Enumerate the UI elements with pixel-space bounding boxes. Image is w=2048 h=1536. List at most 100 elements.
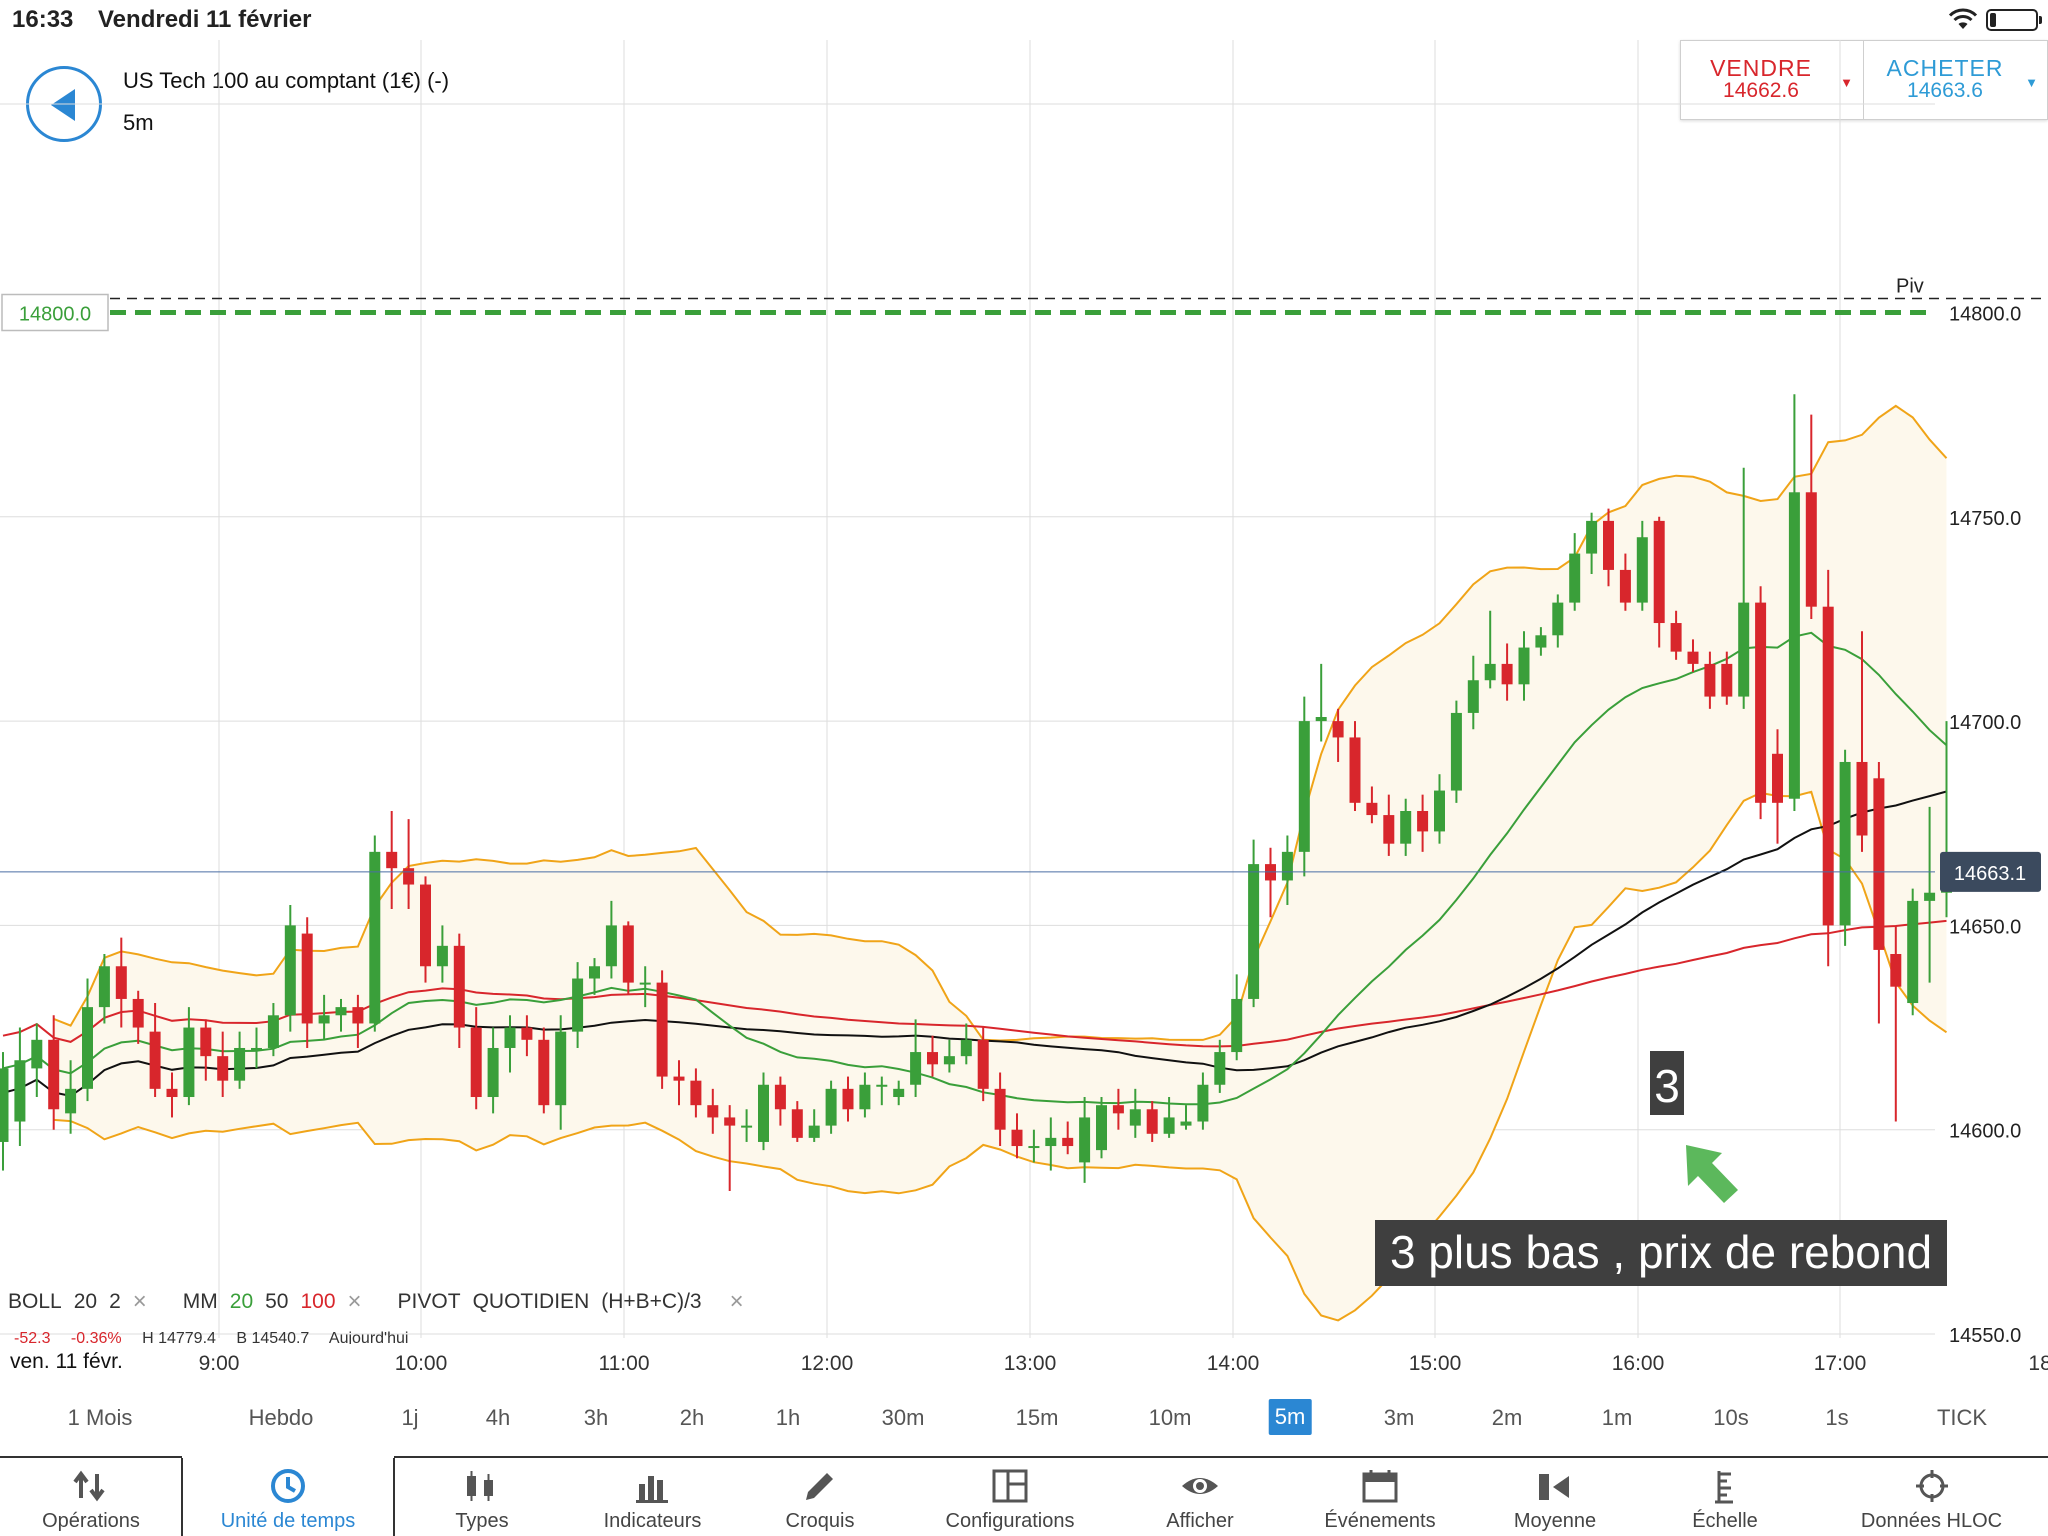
toolbar-pencil[interactable]: Croquis bbox=[735, 1458, 905, 1536]
mm50-line bbox=[2, 790, 1947, 1097]
candle bbox=[1096, 1097, 1107, 1159]
bollinger-lower bbox=[53, 790, 1948, 1322]
candle-body bbox=[318, 1015, 330, 1024]
timeframe-4h[interactable]: 4h bbox=[485, 1405, 511, 1430]
candle bbox=[1670, 610, 1682, 660]
timeframe-1m[interactable]: 1m bbox=[1601, 1405, 1633, 1430]
timeframe-15m[interactable]: 15m bbox=[1015, 1405, 1059, 1430]
annotation-label-text: 3 plus bas , prix de rebond bbox=[1390, 1226, 1932, 1278]
candle-body bbox=[1400, 810, 1412, 844]
candle-body bbox=[1129, 1109, 1141, 1126]
toolbar-scale[interactable]: Échelle bbox=[1635, 1458, 1815, 1536]
candle-body bbox=[420, 884, 431, 967]
candle-body bbox=[352, 1007, 364, 1024]
candle-body bbox=[1467, 680, 1479, 713]
timeframe-1j[interactable]: 1j bbox=[401, 1405, 419, 1430]
candle bbox=[335, 998, 347, 1032]
timeframe-bar: 1 Mois Hebdo 1j 4h 3h 2h 1h 30m 15m 10m 5m 3m 2m 1m 10… bbox=[0, 1395, 2048, 1440]
stats-high: H 14779.4 bbox=[142, 1330, 216, 1344]
candle bbox=[1366, 786, 1378, 824]
candle bbox=[403, 819, 415, 910]
candle bbox=[1062, 1121, 1074, 1155]
timeframe-2h[interactable]: 2h bbox=[679, 1405, 705, 1430]
timeframe-3h[interactable]: 3h bbox=[583, 1405, 609, 1430]
crosshair-icon bbox=[1915, 1470, 1948, 1502]
candle-body bbox=[1248, 864, 1260, 999]
candle bbox=[1755, 586, 1767, 820]
candle bbox=[301, 917, 313, 1048]
chart-date-label: ven. 11 févr. bbox=[10, 1350, 123, 1373]
candle-body bbox=[1822, 606, 1834, 926]
candle-body bbox=[335, 1007, 347, 1016]
indicator-pivot[interactable]: PIVOT QUOTIDIEN (H+B+C)/3 × bbox=[398, 1288, 756, 1316]
indicator-mm[interactable]: MM 20 50 100 × bbox=[183, 1288, 374, 1316]
candle bbox=[656, 970, 668, 1089]
timeframe-tick[interactable]: TICK bbox=[1936, 1405, 1988, 1430]
indicator-boll[interactable]: BOLL 20 2 × bbox=[8, 1288, 159, 1316]
pencil-icon bbox=[806, 1473, 833, 1500]
timeframe-2m[interactable]: 2m bbox=[1491, 1405, 1523, 1430]
candle bbox=[825, 1080, 837, 1134]
pivot-name: PIVOT bbox=[397, 1290, 461, 1313]
candle-body bbox=[893, 1088, 905, 1098]
candle-body bbox=[284, 925, 296, 1016]
timeframe-10s[interactable]: 10s bbox=[1713, 1405, 1749, 1430]
boll-close-icon[interactable]: × bbox=[132, 1288, 147, 1315]
candle bbox=[1248, 839, 1260, 1008]
status-bar: 16:33 Vendredi 11 février bbox=[0, 0, 2048, 40]
candle bbox=[234, 1031, 246, 1089]
candle bbox=[673, 1060, 685, 1106]
candle-body bbox=[521, 1027, 533, 1040]
candle-body bbox=[842, 1088, 854, 1110]
stats-pct: -0.36% bbox=[70, 1330, 122, 1344]
instrument-timeframe: 5m bbox=[123, 110, 154, 135]
candle bbox=[1788, 394, 1800, 811]
toolbar-arrows-updown[interactable]: Opérations bbox=[0, 1458, 182, 1536]
candle bbox=[1011, 1113, 1023, 1159]
toolbar-candles[interactable]: Types bbox=[394, 1458, 570, 1536]
toolbar-separator bbox=[181, 1458, 183, 1536]
pivot-period: QUOTIDIEN bbox=[472, 1290, 590, 1313]
timeframe-1s[interactable]: 1s bbox=[1825, 1405, 1849, 1430]
candle bbox=[1417, 794, 1429, 852]
toolbar-moyenne[interactable]: Moyenne bbox=[1475, 1458, 1635, 1536]
x-tick-label: 10:00 bbox=[395, 1352, 448, 1375]
annotation-box-3 bbox=[1650, 1051, 1684, 1115]
candle bbox=[1231, 974, 1243, 1061]
timeframe-5m[interactable]: 5m bbox=[1268, 1399, 1312, 1435]
candle bbox=[1586, 512, 1598, 575]
candle-body bbox=[1619, 569, 1631, 603]
candle-body bbox=[487, 1047, 499, 1098]
mm-close-icon[interactable]: × bbox=[347, 1288, 362, 1315]
buy-button[interactable]: ACHETER 14663.6 ▼ bbox=[1865, 41, 2048, 119]
candle-body bbox=[1636, 537, 1648, 603]
candle bbox=[369, 835, 381, 1032]
timeframe-30m[interactable]: 30m bbox=[881, 1405, 925, 1430]
timeframe-10m[interactable]: 10m bbox=[1148, 1405, 1192, 1430]
candle-body bbox=[1096, 1105, 1107, 1151]
toolbar-layout[interactable]: Configurations bbox=[905, 1458, 1115, 1536]
timeframe-hebdo[interactable]: Hebdo bbox=[248, 1405, 314, 1430]
pivot-close-icon[interactable]: × bbox=[729, 1288, 744, 1315]
timeframe-1-mois[interactable]: 1 Mois bbox=[67, 1405, 133, 1430]
calendar-icon bbox=[1362, 1470, 1398, 1503]
clock-icon bbox=[271, 1469, 305, 1503]
candle bbox=[1822, 569, 1834, 967]
toolbar-clock[interactable]: Unité de temps bbox=[182, 1458, 394, 1536]
candle-body bbox=[183, 1027, 195, 1098]
timeframe-3m[interactable]: 3m bbox=[1383, 1405, 1415, 1430]
toolbar-calendar[interactable]: Événements bbox=[1285, 1458, 1475, 1536]
candles-icon bbox=[467, 1471, 493, 1501]
toolbar-bar-chart[interactable]: Indicateurs bbox=[570, 1458, 735, 1536]
candle-body bbox=[876, 1084, 888, 1087]
stats-change: -52.3 bbox=[14, 1330, 51, 1344]
sell-button[interactable]: VENDRE 14662.6 ▼ bbox=[1681, 41, 1864, 119]
candle-body bbox=[1062, 1137, 1074, 1147]
toolbar-eye[interactable]: Afficher bbox=[1115, 1458, 1285, 1536]
boll-dev: 2 bbox=[109, 1290, 121, 1313]
candle-body bbox=[774, 1084, 786, 1110]
toolbar-crosshair[interactable]: Données HLOC bbox=[1815, 1458, 2048, 1536]
candle-body bbox=[267, 1015, 279, 1048]
timeframe-1h[interactable]: 1h bbox=[775, 1405, 801, 1430]
